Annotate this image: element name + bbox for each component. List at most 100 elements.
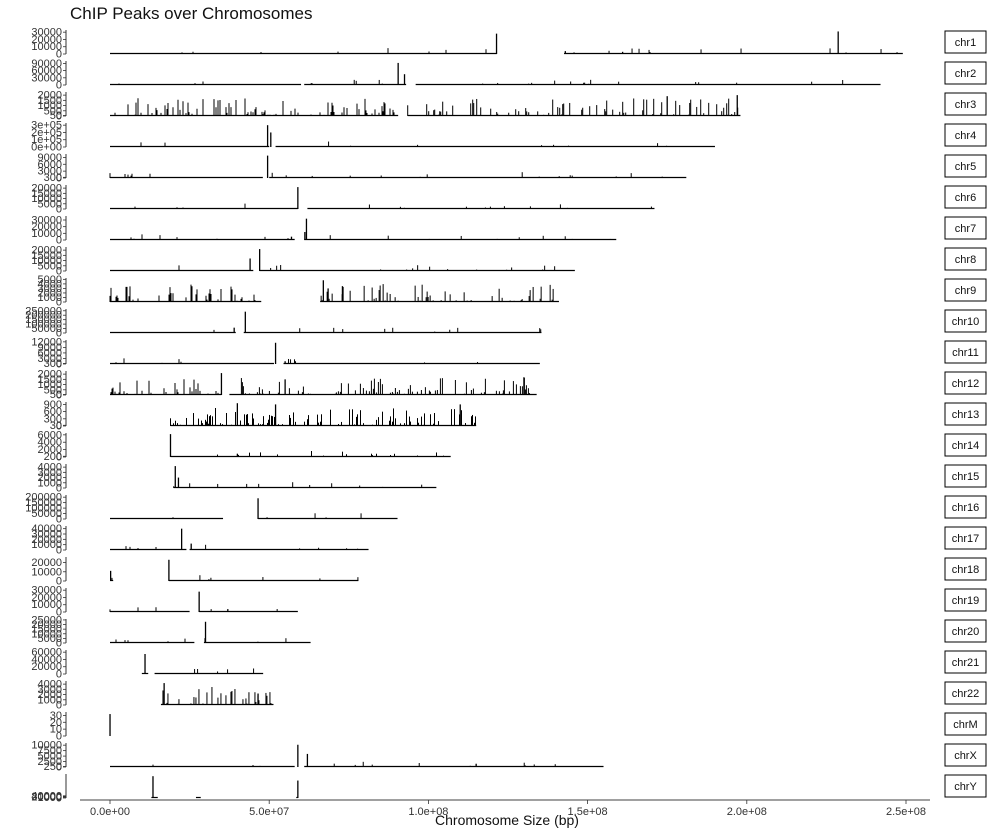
y-tick-label-chr11: 0 (56, 359, 62, 371)
x-tick-label: 2.0e+08 (727, 806, 767, 818)
y-tick-label-chr15: 4000 (38, 462, 62, 474)
y-tick-label-chr11: 6000 (38, 347, 62, 359)
strip-label-chr18: chr18 (952, 564, 980, 576)
y-tick-label-chrM: 30 (50, 710, 62, 722)
y-tick-label-chr2: 60000 (31, 65, 62, 77)
y-tick-label-chr18: 10000 (31, 566, 62, 578)
y-tick-label-chr5: 0 (56, 173, 62, 185)
strip-box-chr8 (944, 247, 987, 271)
y-tick-label-chr10: 0 (56, 328, 62, 340)
strip-box-chr21 (944, 650, 987, 674)
y-tick-label-chr22: 2000 (38, 689, 62, 701)
y-tick-label-chr18: 0 (56, 576, 62, 588)
y-tick-label-chr7: 10000 (31, 228, 62, 240)
y-tick-label-chr16: 50000 (31, 508, 62, 520)
y-tick-label-chrX: 250 (44, 761, 62, 773)
y-tick-label-chr9: 5000 (38, 274, 62, 286)
y-tick-label-chr2: 0 (56, 80, 62, 92)
y-tick-label-chr21: 40000 (31, 654, 62, 666)
y-tick-label-chr7: 0 (56, 235, 62, 247)
y-tick-label-chr13: 30 (50, 420, 62, 432)
strip-box-chr15 (944, 464, 987, 488)
strip-label-chr1: chr1 (955, 37, 976, 49)
y-tick-label-chrX: 2500 (38, 756, 62, 768)
y-tick-label-chr8: 15000 (31, 250, 62, 262)
strip-label-chr10: chr10 (952, 316, 980, 328)
y-tick-label-chr10: 200000 (25, 310, 62, 322)
y-tick-label-chr14: 6000 (38, 429, 62, 441)
y-tick-label-chr9: 0 (56, 297, 62, 309)
y-tick-label-chr17: 40000 (31, 523, 62, 535)
strip-label-chr5: chr5 (955, 161, 976, 173)
strip-box-chr12 (944, 371, 987, 395)
y-tick-label-chr13: 900 (44, 399, 62, 411)
y-tick-label-chr20: 10000 (31, 628, 62, 640)
strip-box-chr7 (944, 216, 987, 240)
strip-label-chr15: chr15 (952, 471, 980, 483)
strip-box-chr9 (944, 278, 987, 302)
y-tick-label-chrY: 30000 (31, 791, 62, 803)
y-tick-label-chr19: 0 (56, 607, 62, 619)
y-tick-label-chr14: 0 (56, 452, 62, 464)
y-tick-label-chr20: 5000 (38, 633, 62, 645)
y-tick-label-chr5: 3000 (38, 166, 62, 178)
y-tick-label-chr6: 10000 (31, 193, 62, 205)
strip-box-chrM (944, 712, 987, 736)
strip-box-chr4 (944, 123, 987, 147)
x-tick-label: 2.5e+08 (886, 806, 926, 818)
y-tick-label-chr4: 0e+00 (31, 142, 62, 154)
strip-label-chr19: chr19 (952, 595, 980, 607)
strip-label-chr13: chr13 (952, 409, 980, 421)
y-tick-label-chr16: 100000 (25, 503, 62, 515)
strip-label-chr7: chr7 (955, 223, 976, 235)
y-tick-label-chrX: 0 (56, 762, 62, 774)
strip-box-chr19 (944, 588, 987, 612)
strip-label-chr11: chr11 (952, 347, 979, 359)
strip-box-chr5 (944, 154, 987, 178)
strip-label-chr20: chr20 (952, 626, 980, 638)
strip-box-chr13 (944, 402, 987, 426)
y-tick-label-chr15: 0 (56, 483, 62, 495)
y-tick-label-chr20: 20000 (31, 619, 62, 631)
strip-label-chrX: chrX (954, 750, 977, 762)
y-tick-label-chr8: 10000 (31, 255, 62, 267)
y-tick-label-chr14: 4000 (38, 437, 62, 449)
strip-box-chr16 (944, 495, 987, 519)
strip-box-chr2 (944, 61, 987, 85)
y-tick-label-chr18: 20000 (31, 557, 62, 569)
y-tick-label-chrM: 0 (56, 731, 62, 743)
strip-label-chr2: chr2 (955, 68, 976, 80)
y-tick-label-chr1: 10000 (31, 41, 62, 53)
y-tick-label-chr12: 500 (44, 384, 62, 396)
x-tick-label: 1.5e+08 (568, 806, 608, 818)
strip-label-chrY: chrY (954, 781, 977, 793)
strip-label-chr6: chr6 (955, 192, 976, 204)
strip-box-chr3 (944, 92, 987, 116)
y-tick-label-chr4: 1e+05 (31, 134, 62, 146)
y-tick-label-chr12: 2000 (38, 369, 62, 381)
y-tick-label-chr20: 0 (56, 638, 62, 650)
y-tick-label-chr20: 15000 (31, 624, 62, 636)
y-tick-label-chr21: 60000 (31, 647, 62, 659)
y-tick-label-chr12: 0 (56, 390, 62, 402)
x-tick-label: 5.0e+07 (249, 806, 289, 818)
strip-label-chr22: chr22 (952, 688, 980, 700)
y-tick-label-chr1: 30000 (31, 27, 62, 39)
y-tick-label-chr22: 3000 (38, 684, 62, 696)
strip-box-chrY (944, 774, 987, 798)
y-tick-label-chr3: 0 (56, 111, 62, 123)
chart-title: ChIP Peaks over Chromosomes (70, 4, 313, 23)
strip-label-chr3: chr3 (955, 99, 976, 111)
